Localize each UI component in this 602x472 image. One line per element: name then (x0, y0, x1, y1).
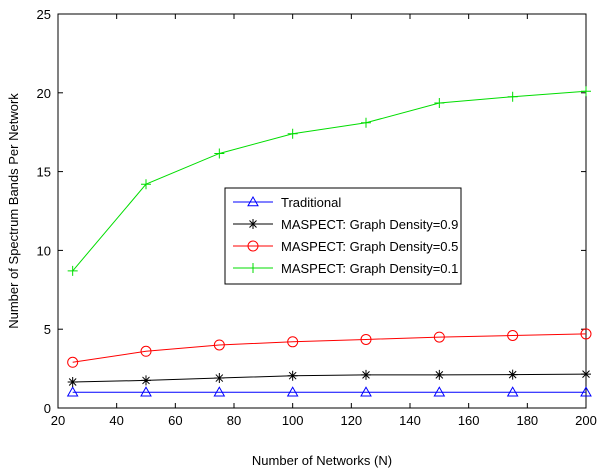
series-line-density-0-5 (72, 333, 587, 363)
series-line-density-0-9 (72, 373, 587, 383)
x-tick-label: 20 (51, 413, 65, 428)
data-point (507, 91, 518, 102)
data-point (67, 356, 79, 368)
data-point (433, 386, 446, 397)
x-tick-label: 160 (458, 413, 480, 428)
data-point (287, 336, 299, 348)
legend-label: MASPECT: Graph Density=0.9 (281, 217, 458, 232)
data-point (67, 265, 78, 276)
data-point (66, 386, 79, 397)
series-density-0-5 (67, 328, 592, 368)
x-tick-label: 200 (575, 413, 597, 428)
x-tick-label: 40 (109, 413, 123, 428)
y-tick-label: 10 (37, 243, 51, 258)
x-tick-label: 100 (282, 413, 304, 428)
legend-label: MASPECT: Graph Density=0.5 (281, 239, 458, 254)
y-tick-label: 20 (37, 86, 51, 101)
data-point (287, 370, 298, 381)
series-layer (66, 86, 592, 397)
data-point (214, 148, 225, 159)
data-point (433, 331, 445, 343)
data-point (506, 386, 519, 397)
series-line-density-0-1 (72, 90, 587, 272)
legend-item-density-0-5: MASPECT: Graph Density=0.5 (233, 239, 458, 254)
y-tick-label: 0 (44, 401, 51, 416)
y-tick-label: 5 (44, 322, 51, 337)
x-tick-label: 120 (340, 413, 362, 428)
data-point (360, 333, 372, 345)
data-point (581, 369, 591, 380)
legend-label: MASPECT: Graph Density=0.1 (281, 261, 458, 276)
series-density-0-9 (67, 369, 591, 387)
data-point (214, 373, 225, 384)
data-point (213, 386, 226, 397)
data-point (67, 376, 78, 387)
data-point (360, 386, 372, 397)
legend-marker (247, 240, 259, 252)
data-point (361, 369, 371, 380)
legend: Traditional MASPECT: Graph Density=0.9 MAS… (224, 187, 462, 285)
y-tick-label: 25 (37, 7, 51, 22)
data-point (140, 386, 152, 397)
legend-label: Traditional (281, 195, 341, 210)
legend-marker (247, 195, 259, 207)
legend-marker (248, 219, 258, 229)
data-point (141, 375, 151, 386)
data-point (434, 369, 445, 380)
y-tick-label: 15 (37, 165, 51, 180)
data-point (287, 128, 298, 139)
legend-item-density-0-9: MASPECT: Graph Density=0.9 (233, 217, 458, 232)
data-point (507, 369, 518, 380)
legend-marker (248, 263, 258, 273)
x-tick-label: 60 (168, 413, 182, 428)
data-point (213, 339, 225, 351)
x-tick-label: 140 (399, 413, 421, 428)
data-point (580, 328, 592, 340)
x-tick-label: 180 (516, 413, 538, 428)
series-density-0-1 (67, 86, 591, 276)
series-traditional (66, 386, 592, 397)
axis-ticks: 20 40 60 80 100 120 140 160 180 200 0 5 10 15 20 25 (37, 7, 597, 428)
data-point (580, 386, 592, 397)
legend-item-traditional: Traditional (233, 195, 341, 210)
data-point (434, 98, 445, 109)
x-tick-label: 80 (227, 413, 241, 428)
data-point (140, 345, 152, 357)
y-axis-title: Number of Spectrum Bands Per Network (6, 93, 21, 329)
x-axis-title: Number of Networks (N) (252, 453, 392, 468)
data-point (141, 179, 151, 190)
data-point (286, 386, 299, 397)
legend-item-density-0-1: MASPECT: Graph Density=0.1 (233, 261, 458, 276)
data-point (361, 117, 371, 128)
data-point (507, 330, 519, 342)
data-point (581, 86, 591, 97)
